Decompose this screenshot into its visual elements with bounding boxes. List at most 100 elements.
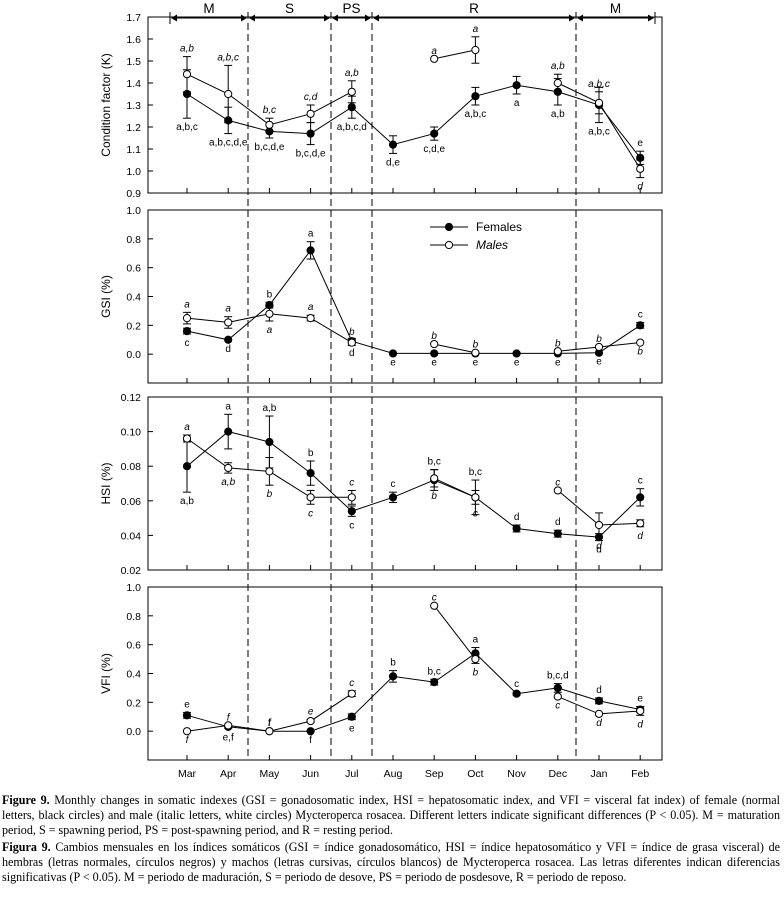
- male-point: [430, 54, 439, 63]
- female-significance-label: a,b,c,d,e: [209, 138, 248, 149]
- period-label: M: [610, 1, 621, 16]
- female-significance-label: f: [309, 735, 312, 746]
- female-point: [306, 727, 315, 736]
- y-tick-label: 1.0: [126, 582, 141, 594]
- female-significance-label: e: [390, 357, 396, 368]
- female-point: [553, 529, 562, 538]
- male-significance-label: a: [225, 304, 231, 315]
- female-point: [388, 493, 398, 502]
- male-significance-label: c: [555, 701, 560, 712]
- male-significance-label: a,b: [345, 68, 359, 79]
- male-point: [265, 120, 274, 129]
- series-line-females: [186, 249, 641, 354]
- male-significance-label: c: [349, 678, 354, 689]
- male-point: [553, 78, 562, 88]
- period-arrowhead-right: [241, 14, 247, 22]
- female-point: [388, 349, 398, 358]
- legend-marker-females: [444, 222, 454, 232]
- female-point: [636, 321, 645, 330]
- female-significance-label: a,b,c: [588, 127, 610, 138]
- y-tick-label: 0.8: [126, 611, 141, 623]
- female-significance-label: b,c,d,e: [296, 149, 326, 160]
- x-tick-label-month: Oct: [467, 768, 483, 780]
- x-tick-label-month: Jun: [302, 768, 319, 780]
- male-point: [430, 601, 439, 610]
- y-axis-label: HSI (%): [99, 462, 113, 504]
- male-point: [594, 709, 604, 718]
- male-point: [430, 474, 439, 483]
- female-significance-label: d: [555, 517, 561, 528]
- male-point: [182, 727, 192, 736]
- male-significance-label: a,b: [551, 61, 565, 72]
- male-significance-label: a: [184, 299, 190, 310]
- y-tick-label: 1.5: [126, 56, 141, 68]
- female-significance-label: e: [349, 724, 355, 735]
- female-significance-label: b: [308, 448, 314, 459]
- female-significance-label: e: [637, 138, 643, 149]
- y-tick-label: 1.2: [126, 122, 141, 134]
- figure-captions: Figure 9. Monthly changes in somatic ind…: [2, 793, 780, 887]
- male-point: [471, 654, 480, 664]
- male-significance-label: f: [186, 735, 190, 746]
- series-line-males: [433, 477, 476, 498]
- somatic-index-figure: M S PS R M 0.9 1.0 1.1 1.2 1.3 1.4 1.5 1.6 1.7 Conditi…: [99, 1, 663, 780]
- female-significance-label: a: [473, 635, 479, 646]
- female-significance-label: e: [431, 357, 437, 368]
- female-point: [512, 349, 521, 358]
- male-significance-label: b: [473, 340, 479, 351]
- caption-spanish: Figura 9. Cambios mensuales en los índic…: [2, 840, 780, 885]
- male-significance-label: d: [637, 719, 643, 730]
- series-line-females: [186, 652, 641, 732]
- female-point: [182, 711, 192, 720]
- male-significance-label: a: [473, 24, 479, 35]
- female-significance-label: c: [638, 309, 643, 320]
- period-arrowhead-left: [373, 14, 379, 22]
- male-significance-label: f: [268, 718, 272, 729]
- period-arrowhead-right: [648, 14, 654, 22]
- female-point: [306, 246, 315, 255]
- female-significance-label: f: [268, 718, 271, 729]
- male-point: [265, 309, 274, 318]
- female-significance-label: e: [596, 357, 602, 368]
- male-point: [347, 338, 356, 347]
- male-point: [553, 347, 562, 356]
- male-significance-label: b: [431, 491, 437, 502]
- male-point: [306, 109, 315, 118]
- female-point: [512, 524, 521, 533]
- male-point: [347, 689, 356, 698]
- male-point: [471, 493, 480, 502]
- y-tick-label: 0.06: [121, 496, 142, 508]
- male-significance-label: c: [555, 477, 560, 488]
- male-significance-label: b: [267, 489, 273, 500]
- period-arrowhead-right: [324, 14, 330, 22]
- y-tick-label: 1.4: [126, 78, 141, 90]
- period-label: S: [285, 1, 294, 16]
- period-label: M: [203, 1, 214, 16]
- x-tick-label-month: Jan: [591, 768, 608, 780]
- male-significance-label: c,d: [304, 92, 318, 103]
- y-tick-label: 1.1: [126, 144, 141, 156]
- female-significance-label: c: [638, 476, 643, 487]
- y-tick-label: 0.04: [121, 530, 142, 542]
- female-significance-label: e: [514, 357, 520, 368]
- x-tick-label-month: Dec: [548, 768, 567, 780]
- caption-english-text: Monthly changes in somatic indexes (GSI …: [2, 793, 781, 837]
- female-point: [553, 683, 562, 693]
- series-line-males: [433, 605, 476, 660]
- female-point: [306, 469, 315, 478]
- female-significance-label: a,b: [180, 496, 194, 507]
- female-significance-label: b,c,d: [547, 671, 569, 682]
- male-point: [553, 692, 562, 701]
- female-significance-label: d: [596, 545, 602, 556]
- female-significance-label: a: [514, 98, 520, 109]
- female-point: [430, 349, 439, 358]
- y-tick-label: 0.8: [126, 234, 141, 246]
- y-tick-label: 1.0: [126, 166, 141, 178]
- female-significance-label: b,c: [469, 467, 482, 478]
- y-tick-label: 0.0: [126, 349, 141, 361]
- y-tick-label: 1.7: [126, 12, 141, 24]
- male-point: [224, 89, 233, 99]
- x-tick-label-month: Jul: [345, 768, 358, 780]
- series-line-males: [434, 49, 476, 60]
- female-significance-label: d: [225, 344, 231, 355]
